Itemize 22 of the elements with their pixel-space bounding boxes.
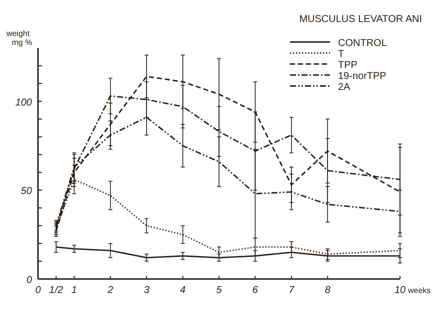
x-tick-label: 6 [252, 285, 258, 296]
legend-label: TPP [338, 60, 358, 71]
y-tick-label: 0 [26, 275, 32, 286]
chart-title: MUSCULUS LEVATOR ANI [299, 14, 422, 25]
x-tick-label: 8 [324, 285, 331, 296]
legend-label: 2A [338, 82, 351, 93]
x-tick-label: 10 [394, 285, 406, 296]
legend-label: 19-norTPP [338, 71, 387, 82]
y-tick-label: 50 [20, 186, 32, 198]
x-tick-label: 3 [144, 285, 150, 296]
x-tick-label: 0 [35, 285, 42, 296]
y-axis-title: weight mg % [5, 29, 32, 47]
y-tick-label: 100 [15, 97, 32, 108]
x-tick-label: 5 [216, 285, 222, 296]
legend-label: CONTROL [338, 38, 388, 49]
x-tick-label: 1/2 [49, 285, 64, 296]
legend-label: T [338, 49, 344, 60]
x-tick-label: 1 [71, 285, 77, 296]
x-axis-title: weeks [407, 286, 431, 295]
x-tick-label: 2 [106, 285, 114, 296]
x-tick-label: 7 [288, 285, 295, 296]
x-tick-label: 4 [180, 285, 186, 296]
